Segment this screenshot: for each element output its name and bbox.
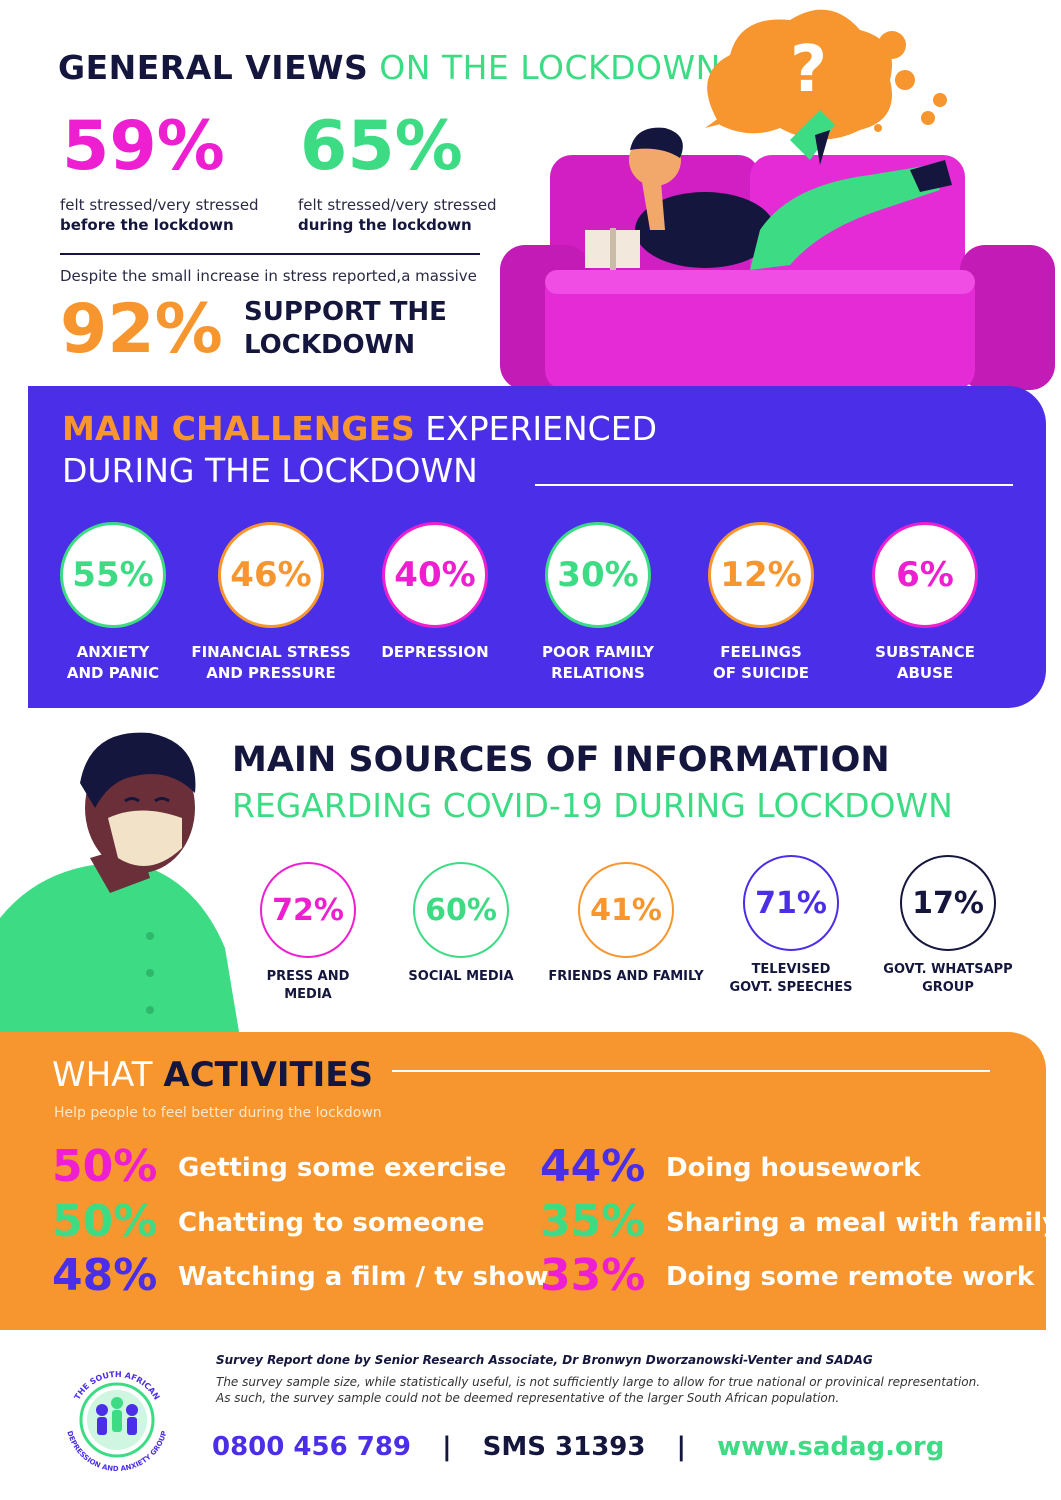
source-label-line2: GOVT. SPEECHES [729, 980, 853, 995]
footer-disclaimer: The survey sample size, while statistica… [216, 1374, 980, 1406]
activity-pct: 44% [540, 1141, 646, 1192]
challenge-pct-circle: 6% [872, 522, 978, 628]
general-title: GENERAL VIEWS ON THE LOCKDOWN [58, 48, 721, 87]
source-label-line1: TELEVISED [751, 962, 831, 977]
despite-text: Despite the small increase in stress rep… [60, 267, 477, 285]
support-line1: SUPPORT THE [244, 297, 447, 327]
question-mark-icon: ? [790, 33, 828, 107]
sms-link[interactable]: SMS 31393 [482, 1432, 646, 1462]
activities-panel [0, 1032, 1046, 1330]
general-title-light: ON THE LOCKDOWN [379, 48, 721, 87]
separator-2: | [676, 1432, 687, 1462]
activities-rule [392, 1070, 990, 1072]
activities-title: WHAT ACTIVITIES [52, 1055, 373, 1095]
footer-credit: Survey Report done by Senior Research As… [216, 1353, 873, 1367]
challenge-label-line1: FEELINGS [720, 643, 802, 661]
challenge-label: FEELINGS OF SUICIDE [676, 642, 846, 684]
source-label: FRIENDS AND FAMILY [541, 968, 711, 986]
challenges-title-light1: EXPERIENCED [425, 409, 657, 448]
activity-text: Sharing a meal with family [666, 1208, 1060, 1238]
website-link[interactable]: www.sadag.org [717, 1432, 945, 1462]
phone-link[interactable]: 0800 456 789 [212, 1432, 412, 1462]
source-label-line2: MEDIA [284, 987, 332, 1002]
challenge-label: FINANCIAL STRESS AND PRESSURE [186, 642, 356, 684]
before-line1: felt stressed/very stressed [60, 196, 259, 214]
source-pct-circle: 60% [413, 862, 509, 958]
challenge-label: ANXIETY AND PANIC [28, 642, 198, 684]
challenge-label-line2: ABUSE [896, 664, 954, 682]
challenge-label-line1: SUBSTANCE [875, 643, 975, 661]
activities-subtitle: Help people to feel better during the lo… [54, 1105, 382, 1121]
challenge-label-line2: AND PANIC [66, 664, 160, 682]
challenge-pct-circle: 12% [708, 522, 814, 628]
sources-title-bold: MAIN SOURCES OF INFORMATION [232, 740, 890, 780]
sofa-illustration [500, 9, 1055, 390]
challenge-pct-circle: 40% [382, 522, 488, 628]
source-label-line1: PRESS AND [266, 969, 350, 984]
challenge-label-line1: DEPRESSION [381, 643, 489, 661]
challenges-title-light2: DURING THE LOCKDOWN [62, 451, 478, 490]
during-pct: 65% [300, 107, 463, 186]
general-title-bold: GENERAL VIEWS [58, 48, 369, 87]
activity-pct: 50% [52, 1141, 158, 1192]
challenges-panel [28, 386, 1046, 708]
sadag-logo: THE SOUTH AFRICAN DEPRESSION AND ANXIETY… [65, 1370, 168, 1473]
source-label: SOCIAL MEDIA [376, 968, 546, 986]
footer-disclaimer-2: As such, the survey sample could not be … [216, 1391, 840, 1405]
activity-pct: 33% [540, 1250, 646, 1301]
activity-text: Doing some remote work [666, 1262, 1035, 1292]
challenge-label-line2: AND PRESSURE [206, 664, 336, 682]
challenge-label: POOR FAMILY RELATIONS [513, 642, 683, 684]
during-text: felt stressed/very stressed during the l… [298, 195, 497, 235]
source-pct-circle: 41% [578, 862, 674, 958]
challenge-pct-circle: 30% [545, 522, 651, 628]
source-label-line1: GOVT. WHATSAPP [883, 962, 1013, 977]
source-label-line1: FRIENDS AND FAMILY [548, 969, 704, 984]
challenge-label-line1: POOR FAMILY [542, 643, 654, 661]
challenge-label: DEPRESSION [350, 642, 520, 663]
challenge-label-line1: ANXIETY [76, 643, 150, 661]
source-label: GOVT. WHATSAPP GROUP [863, 961, 1033, 997]
challenge-pct-circle: 46% [218, 522, 324, 628]
man-illustration [0, 732, 240, 1038]
activity-text: Chatting to someone [178, 1208, 485, 1238]
source-label-line2: GROUP [922, 980, 974, 995]
source-pct-circle: 71% [743, 855, 839, 951]
challenge-label-line2: OF SUICIDE [712, 664, 810, 682]
source-pct-circle: 17% [900, 855, 996, 951]
before-line2: before the lockdown [60, 216, 234, 234]
source-label: PRESS AND MEDIA [223, 968, 393, 1004]
activity-text: Doing housework [666, 1153, 921, 1183]
challenge-label-line1: FINANCIAL STRESS [191, 643, 351, 661]
source-label: TELEVISED GOVT. SPEECHES [706, 961, 876, 997]
sources-title-light: REGARDING COVID-19 DURING LOCKDOWN [232, 786, 953, 825]
activity-pct: 48% [52, 1250, 158, 1301]
before-pct: 59% [62, 107, 225, 186]
challenge-pct-circle: 55% [60, 522, 166, 628]
during-line2: during the lockdown [298, 216, 472, 234]
challenge-label: SUBSTANCE ABUSE [840, 642, 1010, 684]
activity-pct: 35% [540, 1196, 646, 1247]
divider-line [60, 253, 480, 255]
separator-1: | [442, 1432, 452, 1462]
support-text: SUPPORT THE LOCKDOWN [244, 296, 447, 362]
challenges-rule [535, 484, 1013, 486]
activity-text: Watching a film / tv show [178, 1262, 549, 1292]
activities-title-bold: ACTIVITIES [163, 1055, 374, 1095]
source-label-line1: SOCIAL MEDIA [408, 969, 514, 984]
contact-bar: 0800 456 789 | SMS 31393 | www.sadag.org [212, 1432, 944, 1462]
before-text: felt stressed/very stressed before the l… [60, 195, 259, 235]
challenges-title: MAIN CHALLENGES EXPERIENCED DURING THE L… [62, 408, 657, 492]
source-pct-circle: 72% [260, 862, 356, 958]
activity-text: Getting some exercise [178, 1153, 507, 1183]
support-line2: LOCKDOWN [244, 330, 416, 360]
during-line1: felt stressed/very stressed [298, 196, 497, 214]
footer-disclaimer-1: The survey sample size, while statistica… [216, 1375, 981, 1389]
challenge-label-line2: RELATIONS [551, 664, 645, 682]
support-pct: 92% [60, 290, 223, 369]
thought-cloud-icon [705, 9, 947, 140]
activity-pct: 50% [52, 1196, 158, 1247]
activities-title-light: WHAT [52, 1055, 153, 1095]
challenges-title-bold: MAIN CHALLENGES [62, 409, 415, 448]
